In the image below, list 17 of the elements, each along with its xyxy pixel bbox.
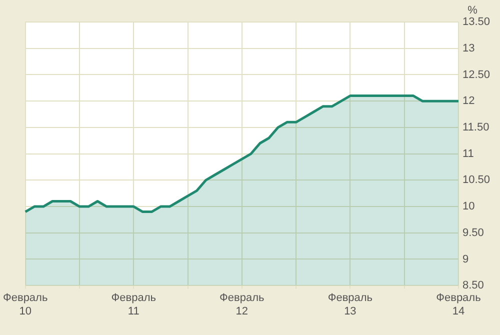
x-tick-label: Февраль 14 bbox=[436, 292, 482, 318]
y-tick-label: 9 bbox=[462, 253, 469, 266]
x-tick-label: Февраль 12 bbox=[220, 292, 265, 318]
y-tick-label: 11 bbox=[462, 148, 474, 160]
x-tick-label: Февраль 11 bbox=[111, 292, 156, 318]
y-tick-label: 10.50 bbox=[462, 174, 490, 186]
y-tick-label: 13.50 bbox=[462, 16, 490, 28]
x-tick-label: Февраль 13 bbox=[328, 292, 373, 318]
y-axis-title: % bbox=[468, 4, 478, 17]
y-tick-label: 12.50 bbox=[462, 68, 490, 81]
y-tick-label: 12 bbox=[462, 95, 475, 108]
x-tick-label: Февраль 10 bbox=[2, 292, 48, 318]
y-tick-label: 9.50 bbox=[462, 226, 484, 239]
y-tick-label: 11.50 bbox=[462, 121, 490, 134]
y-tick-label: 13 bbox=[462, 42, 475, 54]
y-tick-label: 8.50 bbox=[462, 280, 484, 292]
y-tick-label: 10 bbox=[462, 200, 475, 213]
